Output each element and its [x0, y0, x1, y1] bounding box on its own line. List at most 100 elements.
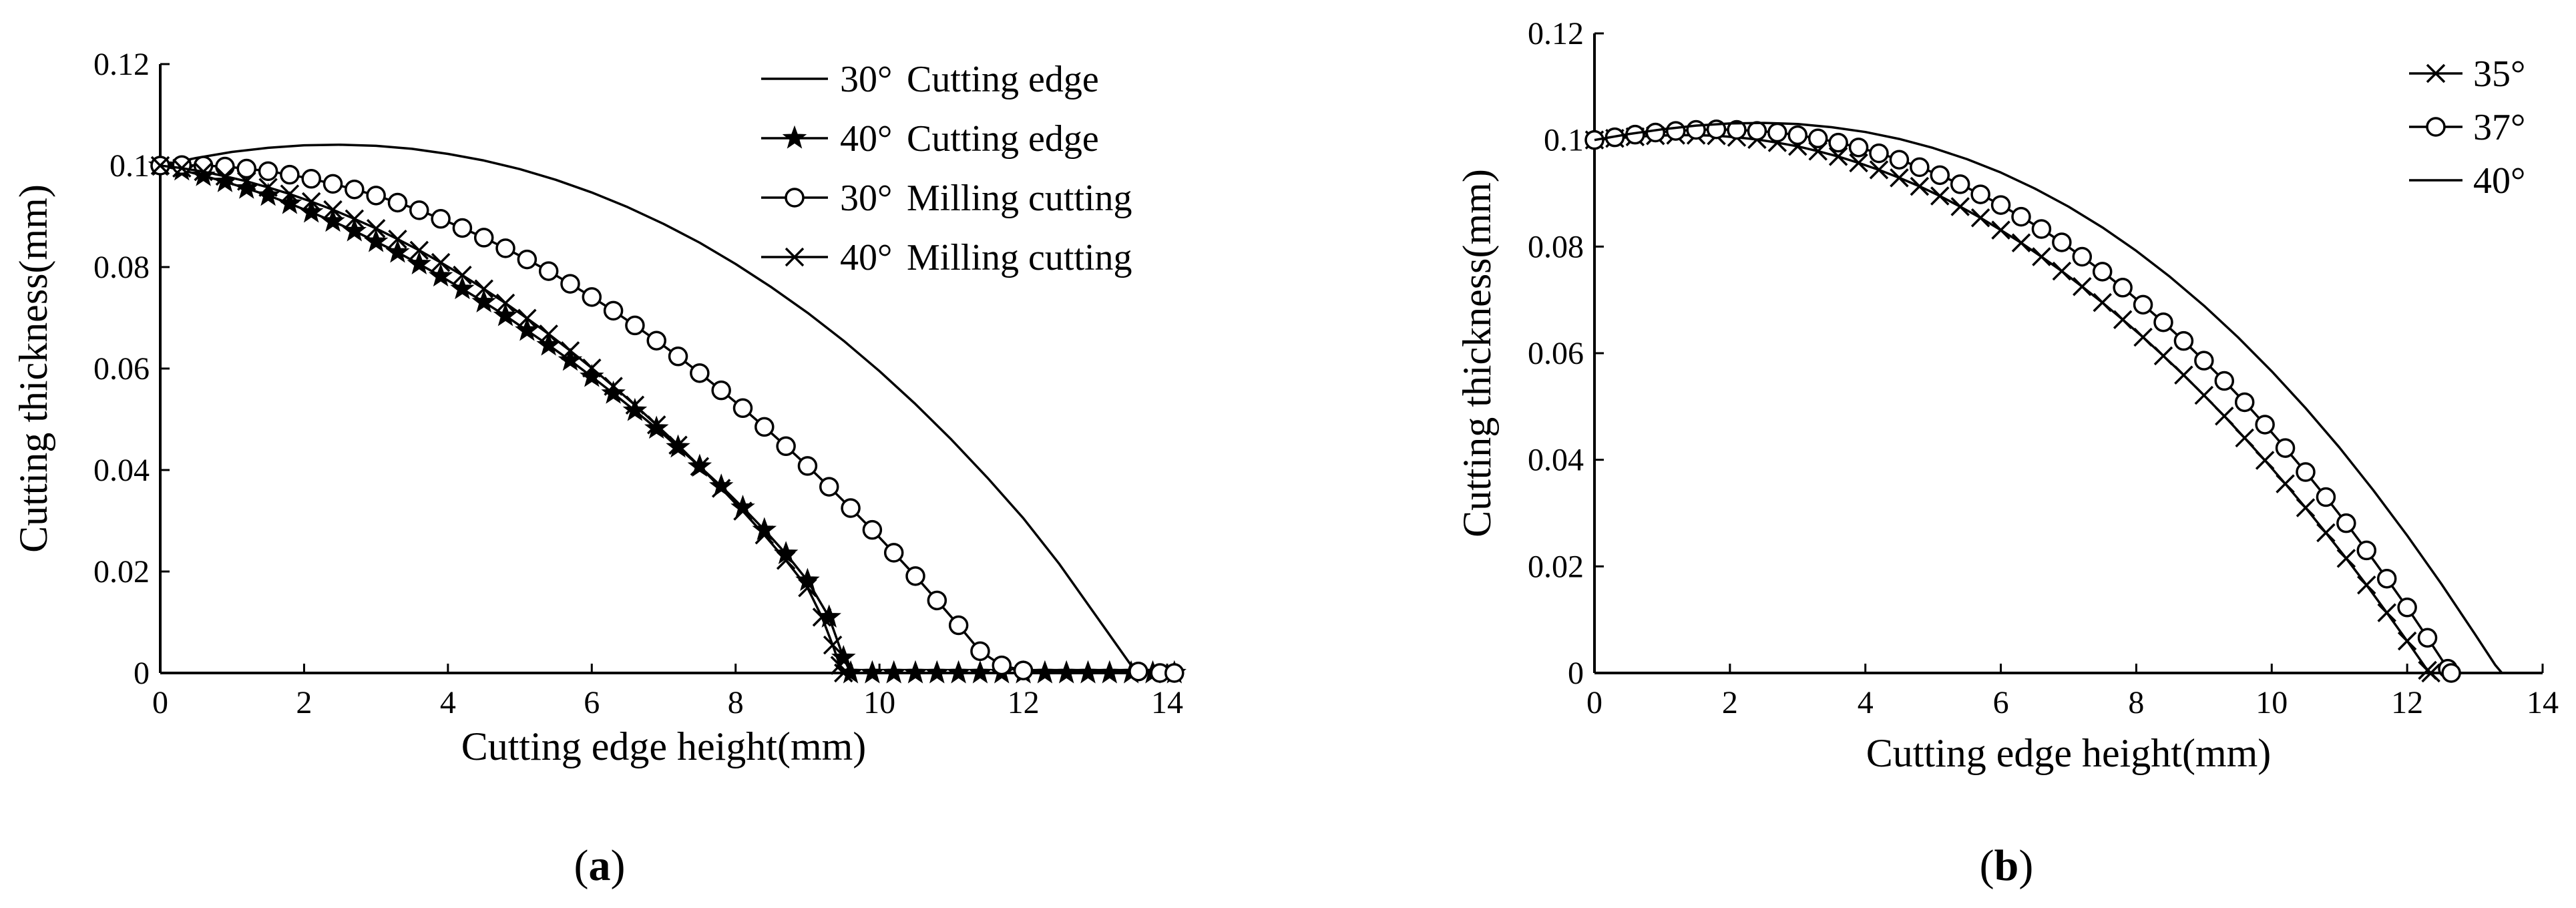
panel-a-series-4-marker	[215, 166, 235, 186]
panel-a-series-3-marker	[1013, 660, 1034, 680]
panel-b-series-2-marker	[1848, 138, 1869, 158]
panel-b-series-1-marker	[2276, 474, 2295, 493]
panel-b-legend-angle: 37°	[2473, 107, 2525, 148]
panel-b-series-1-marker	[2296, 498, 2316, 517]
panel-a-series-4-marker	[582, 359, 602, 378]
panel-b-y-axis-label: Cutting thickness(mm)	[1455, 169, 1499, 537]
panel-b-series-2-marker	[1828, 132, 1848, 153]
panel-a-series-4-marker	[690, 457, 710, 476]
panel-a-series-3-marker	[732, 398, 753, 419]
panel-b-legend-angle: 35°	[2473, 53, 2525, 95]
panel-b-x-tick-label: 2	[1722, 685, 1738, 720]
panel-b-series-1-marker	[2174, 365, 2193, 385]
panel-b-y-tick-label: 0.1	[1544, 123, 1584, 158]
panel-b-series-2-marker	[2336, 513, 2356, 533]
panel-a-series	[148, 144, 1187, 684]
panel-a-series-3-marker	[1164, 663, 1185, 683]
panel-a-series-3	[150, 155, 1185, 683]
panel-a-series-4-marker	[409, 240, 429, 260]
panel-a-series-4-marker	[755, 525, 775, 545]
panel-b-series-1-marker	[2052, 261, 2072, 281]
panel-a-series-3-marker	[172, 155, 192, 175]
panel-a-series-2-marker	[385, 239, 410, 263]
panel-b-series-1-marker	[1828, 147, 1848, 166]
panel-a-series-3-marker	[948, 615, 969, 636]
panel-b-series-2-marker	[2092, 262, 2113, 282]
panel-a-label-letter: a	[589, 841, 611, 890]
panel-a-series-3-marker	[776, 436, 796, 457]
panel-a-y-ticks: 0 0.02 0.04 0.06 0.08 0.1 0.12	[93, 47, 170, 691]
panel-b-legend-angle: 40°	[2473, 160, 2525, 202]
panel-a-x-tick-label: 10	[863, 685, 895, 720]
panel-b-series-1-marker	[1950, 197, 1970, 216]
chart-panel-a: 0 2 4 6 8 10 12 14 0 0.02 0.04 0.06 0.08 0.1 0.12 Cut…	[11, 47, 1187, 890]
panel-a-legend-label: Milling cutting	[907, 237, 1132, 278]
panel-b-series	[1584, 119, 2503, 683]
panel-b-y-tick-label: 0	[1568, 656, 1584, 691]
panel-a-series-3-marker	[582, 287, 602, 307]
panel-b-series-1-marker	[1869, 160, 1889, 180]
panel-a-y-tick-label: 0.02	[93, 554, 150, 590]
panel-a-series-2-marker	[881, 660, 906, 684]
panel-b-series-2-marker	[2376, 568, 2397, 589]
panel-b-series-2-marker	[2072, 246, 2093, 267]
panel-b-series-2-marker	[2296, 462, 2316, 482]
panel-a-series-4-marker	[539, 324, 558, 344]
panel-b-y-tick-label: 0.04	[1528, 443, 1584, 478]
panel-a-y-tick-label: 0.1	[110, 148, 150, 184]
panel-b-series-1-marker	[1991, 220, 2010, 240]
panel-b-series-3	[1594, 122, 2503, 674]
panel-a-series-4-marker	[345, 209, 365, 229]
panel-a-series-3-marker	[258, 161, 278, 182]
panel-b-series-1-marker	[2215, 406, 2234, 426]
panel-b-series-2-marker	[2234, 392, 2255, 413]
panel-a-label: (a)	[574, 841, 626, 890]
panel-a-series-3-marker	[970, 641, 990, 662]
panel-b-series-1-marker	[2336, 549, 2356, 568]
panel-b-series-2-marker	[1686, 120, 1706, 140]
panel-a-legend-label: Milling cutting	[907, 178, 1132, 219]
panel-a-legend-marker	[785, 188, 805, 208]
panel-b-series-1	[1584, 126, 2440, 683]
panel-a-series-3-marker	[323, 174, 343, 194]
panel-b-series-1-marker	[2235, 428, 2254, 448]
panel-a-series-4-marker	[604, 377, 623, 396]
panel-b-series-2-marker	[2275, 438, 2296, 458]
panel-a-series-2-marker	[946, 660, 971, 684]
panel-a-legend-marker	[785, 247, 805, 267]
panel-b-x-axis-label: Cutting edge height(mm)	[1866, 731, 2272, 775]
panel-a-x-tick-label: 6	[584, 685, 600, 720]
panel-b-legend-entry-2: 37°	[2409, 107, 2525, 148]
panel-a-series-2-marker	[580, 364, 604, 387]
panel-b-series-1-marker	[2357, 576, 2376, 595]
panel-b-series-1-marker	[2421, 663, 2440, 683]
panel-a-legend-entry-4: 40° Milling cutting	[761, 237, 1132, 278]
panel-a-series-4-marker	[776, 551, 796, 570]
panel-a-series-3-marker	[236, 158, 257, 179]
panel-a-legend-entry-2: 40° Cutting edge	[761, 118, 1099, 160]
panel-a-series-3-marker	[625, 315, 645, 336]
panel-a-series-3-marker	[927, 590, 947, 611]
panel-a-series-3-marker	[755, 417, 775, 437]
panel-b-legend-marker	[2426, 63, 2446, 83]
panel-a-series-2-marker	[968, 660, 993, 684]
panel-a-legend-angle: 30°	[840, 178, 892, 219]
panel-b-series-1-marker	[2194, 385, 2214, 405]
panel-a-series-1-line	[160, 144, 1140, 674]
panel-a-series-3-marker	[883, 543, 904, 563]
panel-a-series-2-marker	[450, 276, 475, 300]
panel-a-series-4-marker	[366, 219, 386, 238]
panel-b-label-letter: b	[1994, 841, 2019, 890]
panel-b-series-1-marker	[2377, 603, 2396, 623]
panel-a-series-2-marker	[428, 263, 453, 287]
panel-b-series-2-marker	[2255, 415, 2275, 435]
panel-b-series-1-marker	[1910, 176, 1930, 196]
panel-b-series-2-marker	[2011, 206, 2031, 227]
panel-b-series-1-marker	[1970, 208, 1990, 228]
chart-panel-b: 0 2 4 6 8 10 12 14 0 0.02 0.04 0.06 0.08 0.1 0.12 Cut…	[1455, 16, 2559, 890]
panel-b-series-2-marker	[2417, 628, 2438, 648]
panel-a-legend-entry-3: 30° Milling cutting	[761, 178, 1132, 219]
panel-b-x-tick-label: 6	[1993, 685, 2009, 720]
panel-a-series-2-marker	[601, 380, 626, 404]
